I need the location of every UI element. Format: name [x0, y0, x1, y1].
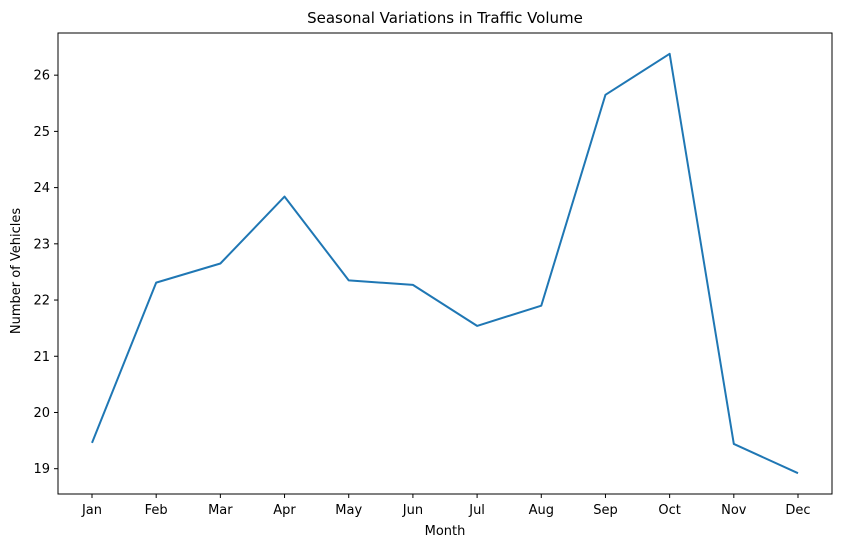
y-tick-label: 26	[33, 69, 50, 84]
y-tick-label: 22	[33, 294, 50, 309]
y-tick-label: 23	[33, 237, 50, 252]
x-tick-label: Jun	[402, 503, 423, 518]
series-line	[91, 52, 799, 475]
y-tick-label: 24	[33, 181, 50, 196]
y-tick-label: 20	[33, 406, 50, 421]
plot-area	[57, 32, 833, 495]
x-tick-label: Sep	[593, 503, 618, 518]
x-tick-label: May	[335, 503, 362, 518]
y-tick-label: 19	[33, 462, 50, 477]
y-tick-label: 21	[33, 350, 50, 365]
x-tick-label: Jan	[81, 503, 102, 518]
x-tick-label: Oct	[658, 503, 680, 518]
y-tick-label: 25	[33, 125, 50, 140]
x-tick-label: Dec	[785, 503, 810, 518]
x-tick-label: Jul	[468, 503, 485, 518]
y-axis: 19 20 21 22 23 24 25 26	[33, 69, 58, 477]
x-tick-label: Nov	[721, 503, 747, 518]
plot-frame	[57, 32, 833, 495]
x-tick-label: Feb	[145, 503, 168, 518]
series-layer	[91, 52, 799, 475]
y-axis-title: Number of Vehicles	[9, 208, 24, 335]
x-axis: Jan Feb Mar Apr May Jun Jul Aug Sep Oct Nov Dec	[81, 494, 811, 518]
x-tick-label: Mar	[208, 503, 233, 518]
x-axis-title: Month	[425, 524, 466, 539]
x-tick-label: Aug	[529, 503, 554, 518]
x-tick-label: Apr	[273, 503, 296, 518]
chart-title: Seasonal Variations in Traffic Volume	[307, 9, 583, 27]
